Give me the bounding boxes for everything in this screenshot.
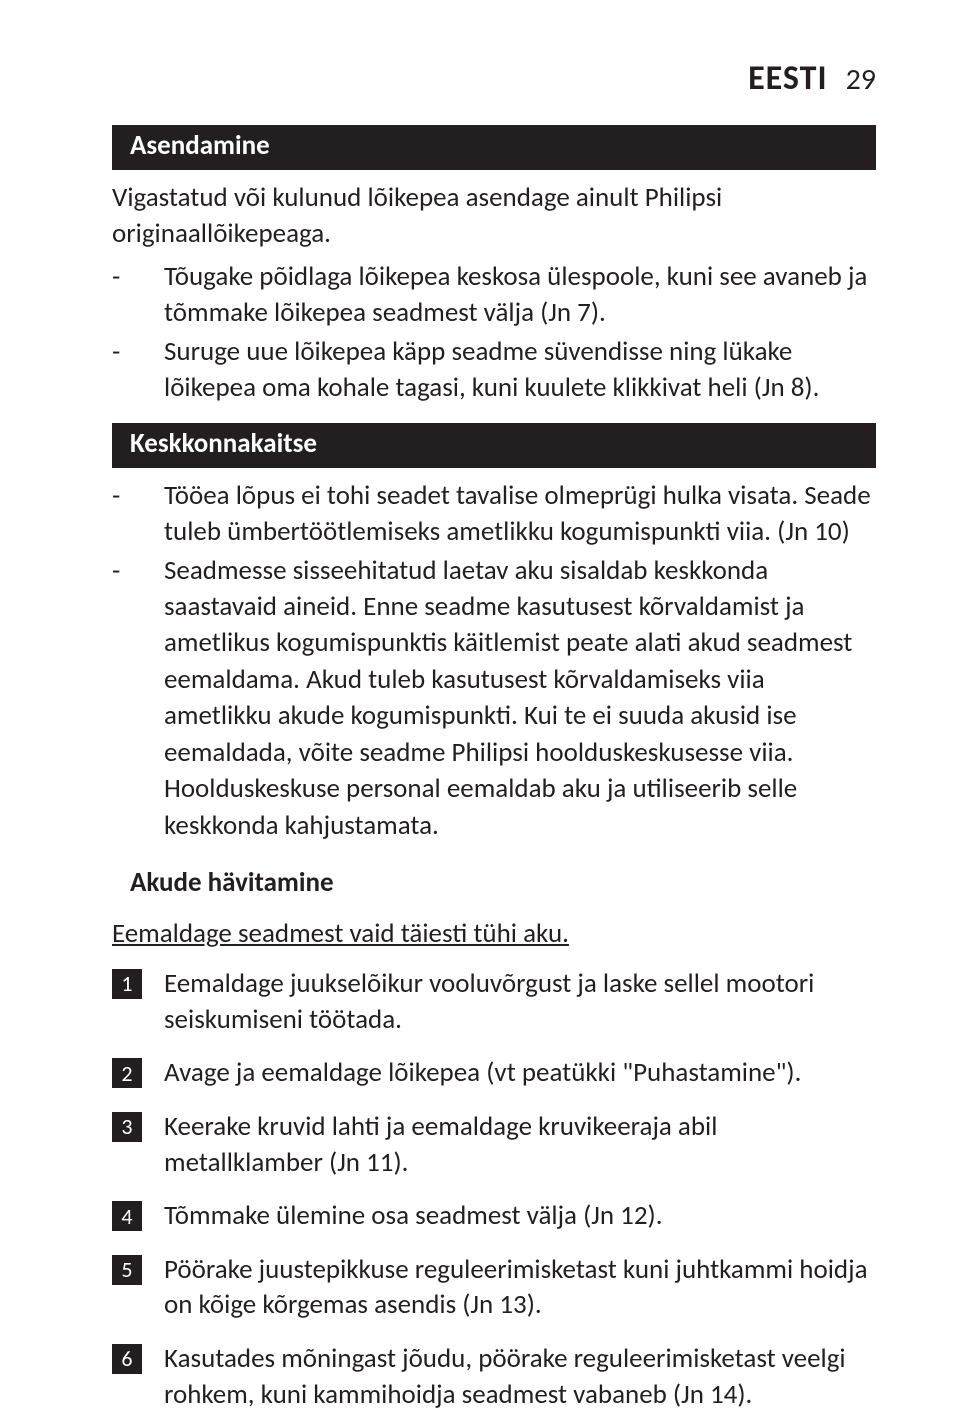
step-badge-icon: 6 xyxy=(112,1344,142,1374)
list-item: Tõugake põidlaga lõikepea keskosa ülespo… xyxy=(112,259,876,332)
step-item: 6 Kasutades mõningast jõudu, pöörake regu… xyxy=(112,1341,876,1412)
bullet-list-asendamine: Tõugake põidlaga lõikepea keskosa ülespo… xyxy=(112,259,876,407)
list-item: Seadmesse sisseehitatud laetav aku sisal… xyxy=(112,553,876,845)
step-badge-icon: 4 xyxy=(112,1201,142,1231)
step-text: Pöörake juustepikkuse reguleerimisketast… xyxy=(164,1253,868,1322)
step-item: 5 Pöörake juustepikkuse reguleerimisketas… xyxy=(112,1252,876,1323)
list-item: Tööea lõpus ei tohi seadet tavalise olme… xyxy=(112,478,876,551)
step-item: 2 Avage ja eemaldage lõikepea (vt peatükk… xyxy=(112,1055,876,1091)
step-text: Eemaldage juukselõikur vooluvõrgust ja l… xyxy=(164,967,814,1036)
step-text: Keerake kruvid lahti ja eemaldage kruvik… xyxy=(164,1110,717,1179)
header-page-number: 29 xyxy=(846,61,876,98)
page-header: EESTI 29 xyxy=(112,58,876,99)
sub-heading-akude: Akude hävitamine xyxy=(130,866,876,899)
intro-paragraph: Vigastatud või kulunud lõikepea asendage… xyxy=(112,180,876,253)
section-title-asendamine: Asendamine xyxy=(112,125,876,170)
numbered-steps: 1 Eemaldage juukselõikur vooluvõrgust ja … xyxy=(112,966,876,1412)
step-text: Tõmmake ülemine osa seadmest välja (Jn 1… xyxy=(164,1199,663,1232)
step-text: Avage ja eemaldage lõikepea (vt peatükki… xyxy=(164,1056,801,1089)
step-badge-icon: 5 xyxy=(112,1255,142,1285)
step-text: Kasutades mõningast jõudu, pöörake regul… xyxy=(164,1342,846,1411)
step-badge-icon: 3 xyxy=(112,1112,142,1142)
step-item: 4 Tõmmake ülemine osa seadmest välja (Jn … xyxy=(112,1198,876,1234)
underlined-note: Eemaldage seadmest vaid täiesti tühi aku… xyxy=(112,917,876,950)
step-badge-icon: 1 xyxy=(112,969,142,999)
list-item: Suruge uue lõikepea käpp seadme süvendis… xyxy=(112,334,876,407)
step-item: 3 Keerake kruvid lahti ja eemaldage kruvi… xyxy=(112,1109,876,1180)
step-item: 1 Eemaldage juukselõikur vooluvõrgust ja … xyxy=(112,966,876,1037)
header-language: EESTI xyxy=(748,58,827,99)
bullet-list-keskkonnakaitse: Tööea lõpus ei tohi seadet tavalise olme… xyxy=(112,478,876,844)
step-badge-icon: 2 xyxy=(112,1058,142,1088)
section-title-keskkonnakaitse: Keskkonnakaitse xyxy=(112,423,876,468)
